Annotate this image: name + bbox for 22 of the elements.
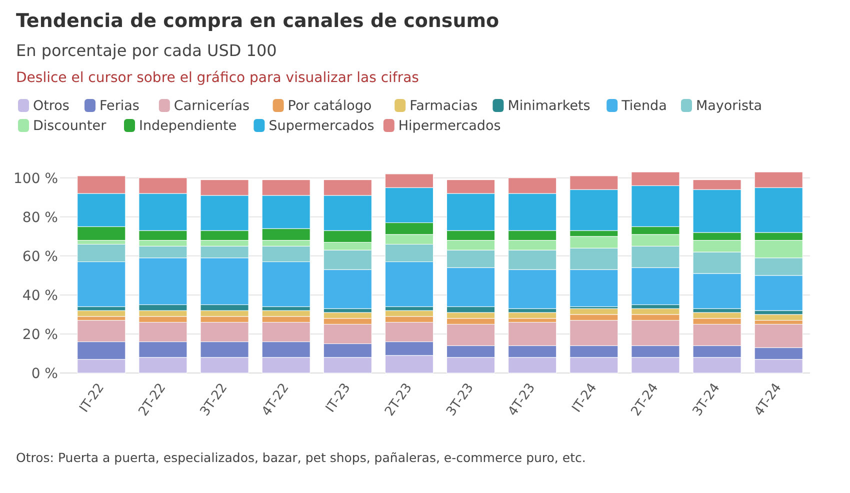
legend-label: Otros bbox=[33, 98, 70, 114]
legend-label: Ferias bbox=[100, 98, 140, 114]
legend-label: Minimarkets bbox=[508, 98, 590, 114]
legend-label: Supermercados bbox=[268, 118, 374, 134]
legend-label: Farmacias bbox=[410, 98, 478, 114]
y-tick-label: 0 % bbox=[31, 366, 58, 382]
y-tick-label: 100 % bbox=[14, 170, 58, 187]
legend-label: Independiente bbox=[139, 118, 237, 134]
text: Deslice el cursor sobre el gráfico para visualizar las cifras bbox=[16, 70, 419, 86]
legend-label: Mayorista bbox=[696, 98, 762, 114]
chart-title: Tendencia de compra en canales de consumo bbox=[16, 10, 500, 32]
legend-label: Por catálogo bbox=[288, 98, 372, 114]
legend-label: Carnicerías bbox=[174, 98, 250, 114]
y-tick-label: 40 % bbox=[22, 288, 58, 304]
legend-label: Discounter bbox=[33, 118, 107, 134]
y-tick-label: 80 % bbox=[22, 210, 58, 226]
text: Otros: Puerta a puerta, especializados, bazar, pet shops, pañaleras, e-commerce puro, etc. bbox=[16, 450, 586, 465]
y-tick-label: 20 % bbox=[22, 326, 58, 343]
legend-label: Tienda bbox=[620, 98, 667, 114]
y-tick-label: 60 % bbox=[22, 248, 58, 265]
legend-label: Hipermercados bbox=[398, 118, 501, 134]
chart-subtitle: En porcentaje por cada USD 100 bbox=[16, 41, 277, 60]
